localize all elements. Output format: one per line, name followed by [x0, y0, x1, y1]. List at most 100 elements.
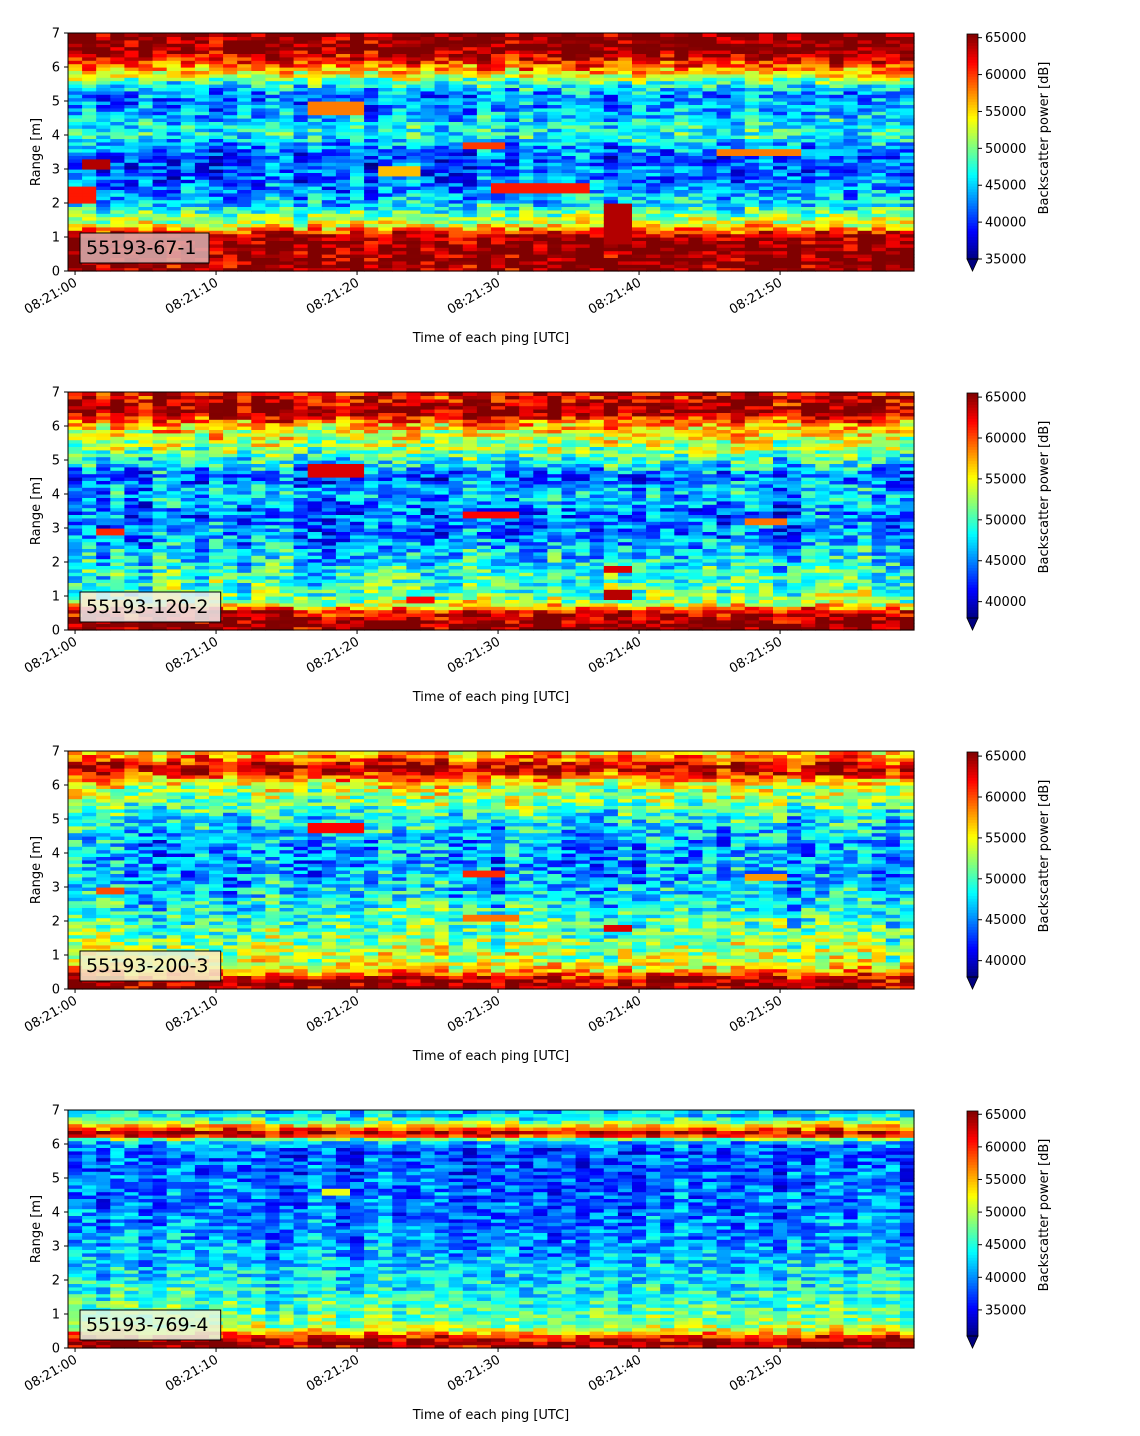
heatmap-cell: [745, 210, 760, 214]
heatmap-cell: [519, 210, 534, 214]
heatmap-cell: [787, 142, 802, 146]
heatmap-cell: [731, 176, 746, 180]
heatmap-cell: [223, 33, 238, 37]
heatmap-cell: [421, 244, 436, 248]
heatmap-cell: [378, 264, 393, 268]
heatmap-cell: [336, 234, 351, 238]
heatmap-cell: [153, 176, 168, 180]
heatmap-cell: [421, 251, 436, 255]
heatmap-cell: [237, 210, 252, 214]
heatmap-cell: [308, 227, 323, 231]
heatmap-cell: [773, 149, 788, 153]
heatmap-cell: [364, 132, 379, 136]
heatmap-cell: [223, 183, 238, 187]
heatmap-cell: [294, 159, 309, 163]
heatmap-cell: [68, 132, 83, 136]
heatmap-cell: [68, 264, 83, 268]
heatmap-cell: [209, 251, 224, 255]
heatmap-cell: [392, 264, 407, 268]
heatmap-cell: [364, 166, 379, 170]
heatmap-cell: [477, 159, 492, 163]
heatmap-cell: [505, 142, 520, 146]
heatmap-cell: [477, 210, 492, 214]
heatmap-cell: [745, 183, 760, 187]
heatmap-cell: [703, 200, 718, 204]
heatmap-cell: [153, 166, 168, 170]
heatmap-cell: [153, 210, 168, 214]
heatmap-cell: [576, 193, 591, 197]
heatmap-cell: [576, 210, 591, 214]
heatmap-cell: [773, 193, 788, 197]
heatmap-cell: [209, 210, 224, 214]
heatmap-cell: [632, 159, 647, 163]
heatmap-cell: [110, 470, 125, 474]
heatmap-cell: [688, 142, 703, 146]
x-tick-label: 08:21:40: [586, 275, 644, 317]
heatmap-cell: [745, 33, 760, 37]
heatmap-cell: [237, 251, 252, 255]
heatmap-cell: [660, 142, 675, 146]
heatmap-cell: [110, 132, 125, 136]
heatmap-cell: [195, 166, 210, 170]
heatmap-cell: [688, 200, 703, 204]
heatmap-cell: [124, 193, 139, 197]
heatmap-cell: [308, 264, 323, 268]
heatmap-cell: [759, 227, 774, 231]
heatmap-cell: [124, 159, 139, 163]
heatmap-cell: [251, 234, 266, 238]
heatmap-cell: [336, 264, 351, 268]
y-axis-label: Range [m]: [29, 118, 44, 186]
heatmap-cell: [562, 159, 577, 163]
heatmap-cell: [294, 132, 309, 136]
heatmap-cell: [674, 183, 689, 187]
heatmap-cell: [646, 142, 661, 146]
heatmap-cell: [886, 183, 901, 187]
heatmap-cell: [350, 217, 365, 221]
heatmap-cell: [181, 132, 196, 136]
heatmap-cell: [435, 149, 450, 153]
heatmap-cell: [660, 193, 675, 197]
heatmap-cell: [801, 251, 816, 255]
heatmap-cell: [491, 251, 506, 255]
heatmap-cell: [322, 227, 337, 231]
heatmap-cell: [604, 193, 619, 197]
heatmap-cell: [590, 149, 605, 153]
heatmap-cell: [646, 200, 661, 204]
heatmap-cell: [139, 436, 154, 440]
colorbar-label: Backscatter power [dB]: [1037, 62, 1052, 215]
heatmap-cell: [223, 193, 238, 197]
heatmap-cell: [717, 183, 732, 187]
heatmap-cell: [477, 149, 492, 153]
heatmap-cell: [435, 193, 450, 197]
heatmap-cell: [421, 166, 436, 170]
heatmap-cell: [294, 193, 309, 197]
heatmap-cell: [562, 210, 577, 214]
heatmap-cell: [294, 210, 309, 214]
heatmap-cell: [350, 264, 365, 268]
heatmap-cell: [435, 244, 450, 248]
heatmap-cell: [562, 149, 577, 153]
heatmap-cell: [68, 504, 83, 508]
heatmap-cell: [703, 183, 718, 187]
heatmap-cell: [449, 210, 464, 214]
heatmap-cell: [280, 193, 295, 197]
heatmap-cell: [181, 217, 196, 221]
heatmap-cell: [829, 176, 844, 180]
heatmap-cell: [787, 210, 802, 214]
heatmap-cell: [251, 217, 266, 221]
heatmap-cell: [674, 200, 689, 204]
heatmap-cell: [604, 217, 619, 221]
heatmap-cell: [576, 234, 591, 238]
heatmap-cell: [801, 142, 816, 146]
heatmap-cell: [717, 234, 732, 238]
heatmap-cell: [590, 193, 605, 197]
heatmap-cell: [590, 200, 605, 204]
heatmap-cell: [265, 183, 280, 187]
heatmap-cell: [463, 132, 478, 136]
heatmap-cell: [505, 264, 520, 268]
heatmap-cell: [533, 244, 548, 248]
heatmap-cell: [251, 244, 266, 248]
heatmap-cell: [280, 142, 295, 146]
heatmap-cell: [604, 33, 619, 37]
heatmap-cell: [618, 234, 633, 238]
